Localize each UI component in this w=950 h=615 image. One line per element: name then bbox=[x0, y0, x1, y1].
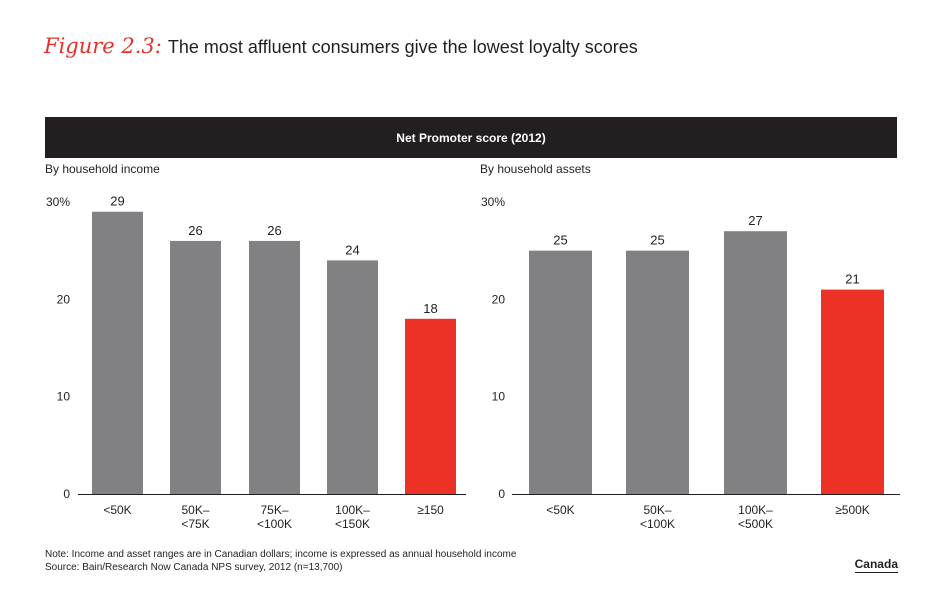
assets-category-label: ≥500K bbox=[835, 503, 870, 517]
income-category-label: 50K– <75K bbox=[181, 503, 210, 531]
footnote-note: Note: Income and asset ranges are in Can… bbox=[45, 549, 517, 560]
income-category-label: 100K– <150K bbox=[335, 503, 370, 531]
income-category-label: ≥150 bbox=[417, 503, 444, 517]
income-data-label: 29 bbox=[110, 194, 124, 209]
income-bar bbox=[249, 240, 300, 494]
region-label: Canada bbox=[854, 557, 898, 573]
income-category-label: <50K bbox=[103, 503, 131, 517]
chart-header-title: Net Promoter score (2012) bbox=[396, 130, 546, 145]
figure-title-text: The most affluent consumers give the low… bbox=[167, 37, 638, 57]
assets-data-label: 25 bbox=[553, 233, 567, 248]
income-y-tick-label: 10 bbox=[57, 390, 71, 404]
assets-y-tick-label: 0 bbox=[498, 487, 505, 501]
income-data-label: 26 bbox=[267, 223, 281, 238]
assets-data-label: 25 bbox=[650, 233, 664, 248]
assets-bar bbox=[821, 289, 884, 494]
income-data-label: 26 bbox=[188, 223, 202, 238]
income-data-label: 24 bbox=[345, 242, 359, 257]
assets-y-tick-label: 20 bbox=[492, 292, 506, 306]
income-y-tick-label: 30% bbox=[46, 195, 70, 209]
income-y-tick-label: 0 bbox=[63, 487, 70, 501]
assets-category-label: 50K– <100K bbox=[640, 503, 675, 531]
assets-bar bbox=[626, 250, 689, 494]
assets-y-tick-label: 10 bbox=[492, 390, 506, 404]
assets-y-tick-label: 30% bbox=[481, 195, 505, 209]
income-y-tick-label: 20 bbox=[57, 292, 71, 306]
assets-data-label: 21 bbox=[845, 272, 859, 287]
chart-header-bar: Net Promoter score (2012) bbox=[45, 117, 897, 158]
income-bar bbox=[327, 260, 378, 494]
assets-chart-subtitle: By household assets bbox=[480, 162, 591, 176]
figure-label: Figure 2.3: bbox=[44, 34, 162, 58]
assets-data-label: 27 bbox=[748, 213, 762, 228]
footnote-source: Source: Bain/Research Now Canada NPS sur… bbox=[45, 562, 343, 573]
income-data-label: 18 bbox=[423, 301, 437, 316]
assets-bar bbox=[529, 250, 592, 494]
income-category-label: 75K– <100K bbox=[257, 503, 292, 531]
figure-title: Figure 2.3: The most affluent consumers g… bbox=[44, 34, 638, 58]
income-bar bbox=[170, 240, 221, 494]
assets-category-label: 100K– <500K bbox=[738, 503, 773, 531]
income-chart-subtitle: By household income bbox=[45, 162, 160, 176]
income-bar bbox=[92, 211, 143, 494]
assets-bar bbox=[724, 231, 787, 494]
assets-category-label: <50K bbox=[546, 503, 574, 517]
income-bar bbox=[405, 318, 456, 494]
